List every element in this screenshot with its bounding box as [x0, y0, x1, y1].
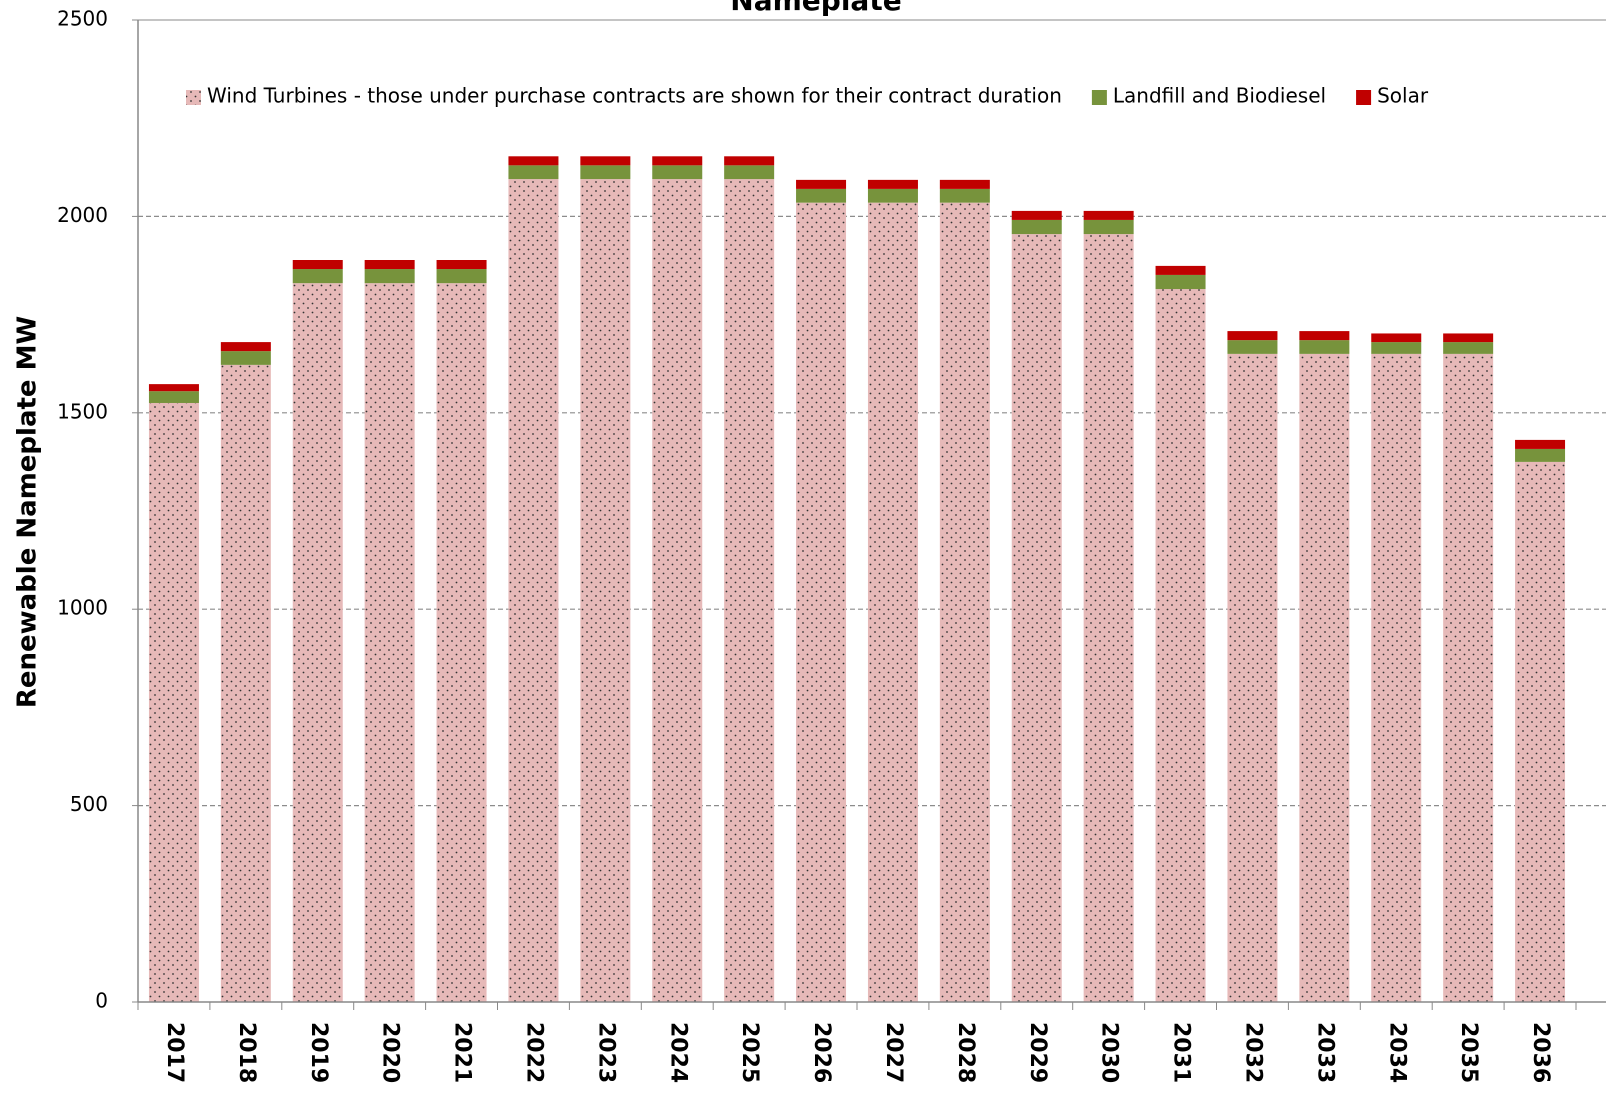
bar-pattern	[1011, 234, 1062, 1003]
bar-segment	[1155, 274, 1206, 290]
bar-pattern	[1515, 461, 1566, 1002]
bar-pattern	[1083, 234, 1134, 1003]
bar-pattern	[292, 283, 343, 1002]
x-tick-label: 2022	[521, 1022, 546, 1083]
bar-segment	[1443, 342, 1494, 354]
legend-label: Wind Turbines - those under purchase con…	[207, 84, 1062, 108]
legend-pattern	[186, 90, 201, 105]
bar-segment	[580, 156, 631, 166]
y-tick-label: 500	[70, 792, 108, 816]
legend-swatch	[1356, 90, 1372, 105]
bar-pattern	[364, 283, 415, 1002]
legend-swatch	[1091, 90, 1107, 105]
x-tick-label: 2027	[881, 1022, 906, 1083]
y-tick-label: 1500	[57, 399, 108, 423]
bar-segment	[1515, 448, 1566, 462]
bar-segment	[436, 260, 487, 270]
bar-segment	[796, 188, 847, 203]
bar-pattern	[220, 364, 271, 1002]
bar-segment	[1011, 210, 1062, 220]
bar-pattern	[652, 179, 703, 1003]
bar-segment	[1011, 219, 1062, 235]
x-tick-label: 2030	[1097, 1022, 1122, 1083]
bar-segment	[652, 156, 703, 166]
bar-segment	[796, 179, 847, 189]
bar-segment	[1443, 333, 1494, 343]
bar-segment	[292, 269, 343, 284]
bar-segment	[724, 156, 775, 166]
bar-pattern	[1299, 353, 1350, 1002]
bar-segment	[1299, 340, 1350, 354]
bar-segment	[220, 342, 271, 352]
bar-pattern	[1227, 353, 1278, 1002]
bar-segment	[436, 269, 487, 284]
bar-segment	[580, 165, 631, 180]
x-tick-label: 2031	[1169, 1022, 1194, 1083]
x-tick-label: 2035	[1456, 1022, 1481, 1083]
bar-segment	[939, 188, 990, 203]
y-axis-title: Renewable Nameplate MW	[13, 316, 43, 708]
legend-label: Landfill and Biodiesel	[1113, 84, 1326, 108]
bar-segment	[148, 391, 199, 403]
bar-segment	[364, 269, 415, 284]
bar-segment	[292, 260, 343, 270]
bar-segment	[220, 351, 271, 365]
bar-pattern	[1371, 353, 1422, 1002]
bar-pattern	[939, 202, 990, 1003]
x-tick-label: 2019	[306, 1022, 331, 1083]
bar-pattern	[796, 202, 847, 1003]
y-tick-label: 0	[95, 989, 108, 1013]
bar-segment	[148, 384, 199, 392]
bar-pattern	[508, 179, 559, 1003]
bar-segment	[1515, 439, 1566, 449]
y-tick-label: 2500	[57, 7, 108, 31]
bar-pattern	[867, 202, 918, 1003]
x-tick-label: 2023	[593, 1022, 618, 1083]
bar-segment	[867, 188, 918, 203]
bar-segment	[724, 165, 775, 180]
x-tick-label: 2033	[1312, 1022, 1337, 1083]
x-tick-label: 2017	[162, 1022, 187, 1083]
x-tick-label: 2034	[1384, 1022, 1409, 1083]
bar-segment	[1155, 265, 1206, 275]
bar-pattern	[148, 402, 199, 1003]
x-tick-label: 2021	[450, 1022, 475, 1083]
bar-segment	[1227, 340, 1278, 354]
bar-pattern	[724, 179, 775, 1003]
bar-pattern	[1443, 353, 1494, 1002]
x-tick-label: 2026	[809, 1022, 834, 1083]
bar-segment	[652, 165, 703, 180]
bar-segment	[1371, 342, 1422, 354]
bar-segment	[508, 165, 559, 180]
x-tick-label: 2018	[234, 1022, 259, 1083]
x-tick-label: 2028	[953, 1022, 978, 1083]
x-tick-label: 2020	[378, 1022, 403, 1083]
bar-pattern	[1155, 289, 1206, 1002]
bar-pattern	[580, 179, 631, 1003]
x-tick-label: 2032	[1240, 1022, 1265, 1083]
y-tick-label: 2000	[57, 203, 108, 227]
bar-pattern	[436, 283, 487, 1002]
x-tick-label: 2029	[1025, 1022, 1050, 1083]
y-tick-label: 1000	[57, 596, 108, 620]
bar-segment	[1299, 331, 1350, 341]
x-tick-label: 2025	[737, 1022, 762, 1083]
x-tick-label: 2024	[665, 1022, 690, 1083]
bar-segment	[1083, 219, 1134, 235]
bar-segment	[939, 179, 990, 189]
x-tick-label: 2036	[1528, 1022, 1553, 1083]
bar-segment	[508, 156, 559, 166]
bar-segment	[364, 260, 415, 270]
bar-segment	[1083, 210, 1134, 220]
bar-segment	[867, 179, 918, 189]
chart-title: Nameplate	[730, 0, 901, 17]
bar-segment	[1227, 331, 1278, 341]
bar-segment	[1371, 333, 1422, 343]
legend-label: Solar	[1377, 84, 1429, 108]
